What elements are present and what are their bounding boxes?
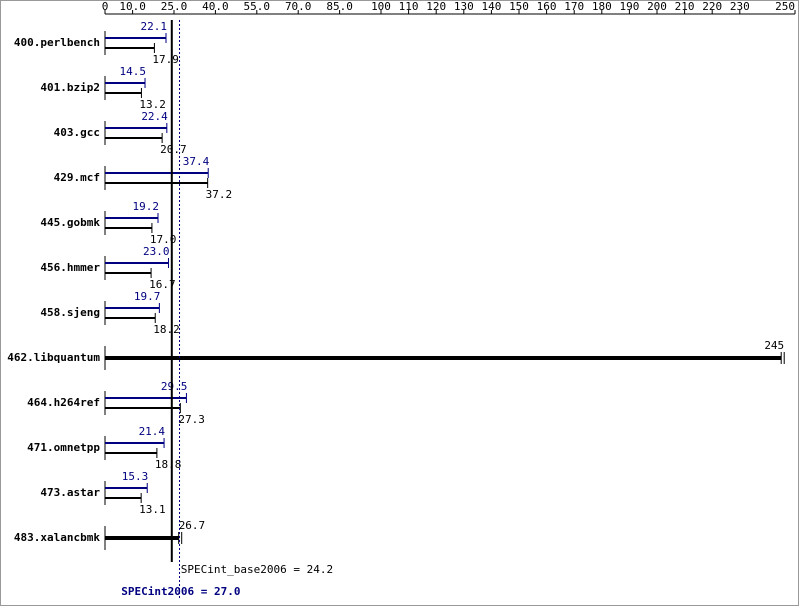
category-label: 458.sjeng (40, 306, 100, 319)
x-tick-label: 150 (509, 0, 529, 13)
value-label: 23.0 (143, 245, 170, 258)
x-tick-label: 25.0 (161, 0, 188, 13)
value-label: 13.2 (139, 98, 166, 111)
reference-label: SPECint_base2006 = 24.2 (181, 563, 333, 576)
category-label: 445.gobmk (40, 216, 100, 229)
x-tick-label: 130 (454, 0, 474, 13)
value-label: 22.1 (140, 20, 167, 33)
category-label: 471.omnetpp (27, 441, 100, 454)
category-label: 403.gcc (54, 126, 100, 139)
value-label: 21.4 (139, 425, 166, 438)
x-tick-label: 200 (647, 0, 667, 13)
value-label: 17.0 (150, 233, 177, 246)
category-label: 429.mcf (54, 171, 100, 184)
x-tick-label: 100 (371, 0, 391, 13)
x-tick-label: 110 (399, 0, 419, 13)
category-label: 400.perlbench (14, 36, 100, 49)
x-tick-label: 70.0 (285, 0, 312, 13)
x-tick-label: 85.0 (326, 0, 353, 13)
reference-label: SPECint2006 = 27.0 (121, 585, 240, 598)
x-tick-label: 190 (619, 0, 639, 13)
value-label: 22.4 (141, 110, 168, 123)
value-label: 27.3 (178, 413, 205, 426)
category-label: 456.hmmer (40, 261, 100, 274)
value-label: 245 (764, 339, 784, 352)
category-label: 473.astar (40, 486, 100, 499)
x-tick-label: 220 (702, 0, 722, 13)
category-label: 401.bzip2 (40, 81, 100, 94)
x-tick-label: 140 (481, 0, 501, 13)
value-label: 17.9 (152, 53, 179, 66)
x-tick-label: 210 (675, 0, 695, 13)
x-tick-label: 55.0 (244, 0, 271, 13)
value-label: 16.7 (149, 278, 176, 291)
value-label: 15.3 (122, 470, 149, 483)
value-label: 29.5 (161, 380, 188, 393)
x-tick-label: 230 (730, 0, 750, 13)
x-tick-label: 180 (592, 0, 612, 13)
value-label: 37.2 (206, 188, 233, 201)
category-label: 483.xalancbmk (14, 531, 100, 544)
value-label: 13.1 (139, 503, 166, 516)
value-label: 18.8 (155, 458, 182, 471)
category-label: 462.libquantum (7, 351, 100, 364)
x-tick-label: 40.0 (202, 0, 229, 13)
value-label: 26.7 (179, 519, 206, 532)
value-label: 19.7 (134, 290, 161, 303)
x-tick-label: 120 (426, 0, 446, 13)
x-tick-label: 170 (564, 0, 584, 13)
value-label: 37.4 (183, 155, 210, 168)
value-label: 14.5 (120, 65, 147, 78)
x-tick-label: 250 (775, 0, 795, 13)
category-label: 464.h264ref (27, 396, 100, 409)
x-tick-label: 10.0 (119, 0, 146, 13)
x-tick-label: 0 (102, 0, 109, 13)
value-label: 19.2 (132, 200, 159, 213)
x-tick-label: 160 (537, 0, 557, 13)
value-label: 18.2 (153, 323, 180, 336)
